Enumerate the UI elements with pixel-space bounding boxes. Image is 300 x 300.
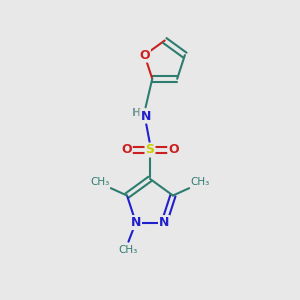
Text: N: N — [130, 216, 141, 229]
Text: CH₃: CH₃ — [119, 245, 138, 255]
Text: O: O — [139, 49, 150, 62]
Text: CH₃: CH₃ — [190, 177, 210, 187]
Text: N: N — [140, 110, 151, 123]
Text: O: O — [121, 143, 132, 157]
Text: N: N — [159, 216, 169, 229]
Text: S: S — [146, 143, 154, 157]
Text: H: H — [131, 108, 141, 118]
Text: O: O — [168, 143, 179, 157]
Text: CH₃: CH₃ — [90, 177, 110, 187]
